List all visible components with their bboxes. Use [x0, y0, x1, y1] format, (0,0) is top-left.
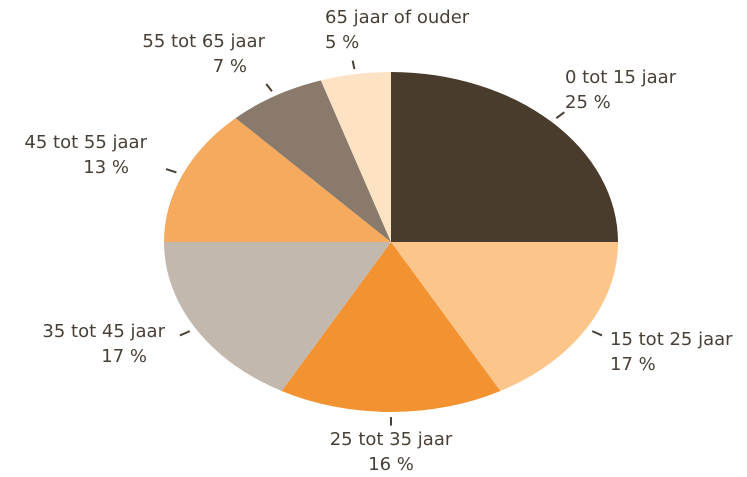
pie-slice [235, 80, 391, 242]
leader-line [555, 111, 565, 119]
pie-slice [164, 242, 391, 391]
leader-line [591, 330, 603, 337]
slice-label: 55 tot 65 jaar [142, 31, 265, 52]
pie-slice [164, 118, 391, 242]
slice-value-label: 5 % [325, 32, 359, 53]
leader-line [265, 83, 273, 92]
slice-label: 25 tot 35 jaar [330, 429, 453, 450]
leader-line [179, 330, 191, 337]
slice-value-label: 7 % [213, 56, 247, 77]
pie-slice [391, 242, 618, 391]
pie-slice [320, 72, 391, 242]
slice-value-label: 13 % [83, 157, 129, 178]
pie-slice [391, 72, 618, 242]
slice-label: 15 tot 25 jaar [610, 329, 733, 350]
slice-value-label: 16 % [368, 454, 414, 475]
slice-value-label: 17 % [610, 354, 656, 375]
slice-label: 65 jaar of ouder [325, 7, 470, 28]
slice-label: 45 tot 55 jaar [24, 132, 147, 153]
leader-line [351, 60, 356, 70]
slice-value-label: 25 % [565, 92, 611, 113]
slice-label: 35 tot 45 jaar [42, 321, 165, 342]
leader-line [165, 168, 177, 174]
slice-label: 0 tot 15 jaar [565, 67, 677, 88]
pie-slice [281, 242, 501, 412]
slice-value-label: 17 % [101, 346, 147, 367]
